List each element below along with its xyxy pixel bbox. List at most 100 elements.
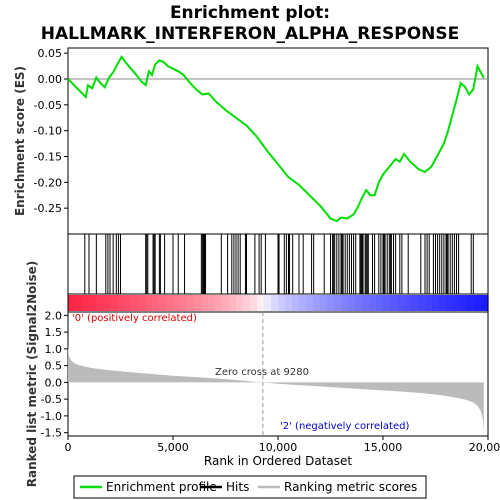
es-y-tick-label: -0.10	[34, 125, 62, 138]
color-bar-segment	[453, 295, 461, 311]
color-bar-segment	[138, 295, 146, 311]
color-bar-segment	[75, 295, 83, 311]
x-tick-label: 5,000	[157, 441, 189, 454]
color-bar-segment	[222, 295, 230, 311]
color-bar-segment	[285, 295, 293, 311]
color-bar-segment	[194, 295, 202, 311]
color-bar-segment	[474, 295, 482, 311]
color-bar-segment	[257, 295, 265, 311]
color-bar-segment	[390, 295, 398, 311]
color-bar-segment	[68, 295, 76, 311]
color-bar-segment	[131, 295, 139, 311]
color-bar-segment	[313, 295, 321, 311]
metric-y-tick-label: 0.5	[45, 360, 63, 373]
es-y-tick-label: -0.20	[34, 176, 62, 189]
color-bar-segment	[334, 295, 342, 311]
color-bar-segment	[152, 295, 160, 311]
color-bar-segment	[327, 295, 335, 311]
color-bar-segment	[397, 295, 405, 311]
color-bar-segment	[383, 295, 391, 311]
es-y-tick-label: 0.05	[38, 47, 63, 60]
color-bar-segment	[376, 295, 384, 311]
color-bar-segment	[404, 295, 412, 311]
color-bar-segment	[159, 295, 167, 311]
metric-panel-frame	[67, 311, 489, 437]
color-bar-segment	[278, 295, 286, 311]
color-bar-segment	[82, 295, 90, 311]
color-bar-segment	[166, 295, 174, 311]
color-bar-segment	[432, 295, 440, 311]
color-bar-segment	[201, 295, 209, 311]
x-tick-label: 0	[65, 441, 72, 454]
legend-box	[73, 475, 427, 499]
zero-cross-label: Zero cross at 9280	[215, 367, 309, 378]
color-bar-segment	[173, 295, 181, 311]
metric-y-tick-label: 0.0	[45, 376, 63, 389]
color-bar-segment	[117, 295, 125, 311]
es-y-axis-label: Enrichment score (ES)	[13, 66, 27, 216]
color-bar-segment	[187, 295, 195, 311]
color-bar-segment	[236, 295, 244, 311]
negative-correlation-label: '2' (negatively correlated)	[280, 421, 409, 432]
chart-title-line1: Enrichment plot:	[170, 3, 330, 23]
color-bar-segment	[243, 295, 251, 311]
color-bar-segment	[299, 295, 307, 311]
positive-correlation-label: '0' (positively correlated)	[72, 313, 197, 324]
color-bar-segment	[439, 295, 447, 311]
metric-y-tick-label: 1.5	[45, 326, 63, 339]
color-bar-segment	[460, 295, 468, 311]
x-tick-label: 20,000	[469, 441, 500, 454]
legend: Enrichment profile Hits Ranking metric sco…	[80, 480, 417, 494]
enrichment-profile-line	[67, 54, 485, 223]
color-bar-segment	[418, 295, 426, 311]
color-bar-segment	[264, 295, 272, 311]
color-bar-segment	[481, 295, 489, 311]
es-y-tick-label: -0.05	[34, 99, 62, 112]
es-y-tick-label: -0.25	[34, 202, 62, 215]
metric-y-tick-label: -0.5	[41, 393, 62, 406]
es-y-tick-label: 0.00	[38, 73, 63, 86]
color-bar-segment	[362, 295, 370, 311]
color-bar-segment	[103, 295, 111, 311]
color-bar-segment	[250, 295, 258, 311]
legend-label: Ranking metric scores	[284, 480, 417, 494]
x-ticks: 0 5,000 10,000 15,000 20,000	[65, 436, 500, 454]
es-y-ticks: 0.05 0.00 -0.05 -0.10 -0.15 -0.20 -0.25	[34, 47, 68, 215]
color-bar-segment	[446, 295, 454, 311]
color-bar-segment	[124, 295, 132, 311]
color-bar-segment	[292, 295, 300, 311]
color-bar-segment	[180, 295, 188, 311]
metric-y-tick-label: -1.5	[41, 427, 62, 440]
metric-y-ticks: 2.0 1.5 1.0 0.5 0.0 -0.5 -1.0 -1.5	[41, 309, 68, 440]
legend-label: Enrichment profile	[106, 480, 217, 494]
color-bar-segment	[145, 295, 153, 311]
x-tick-label: 15,000	[364, 441, 403, 454]
legend-label: Hits	[226, 480, 249, 494]
metric-y-tick-label: 1.0	[45, 343, 63, 356]
x-tick-label: 10,000	[259, 441, 298, 454]
x-axis-label: Rank in Ordered Dataset	[204, 454, 352, 468]
hits-marks	[84, 234, 474, 294]
ranking-metric-area	[68, 345, 484, 431]
es-panel-frame	[67, 47, 489, 235]
color-bar-segment	[355, 295, 363, 311]
es-y-tick-label: -0.15	[34, 151, 62, 164]
color-bar-segment	[320, 295, 328, 311]
color-bar-segment	[208, 295, 216, 311]
color-bar-segment	[411, 295, 419, 311]
color-bar-segment	[341, 295, 349, 311]
color-bar-segment	[271, 295, 279, 311]
color-bar-segment	[369, 295, 377, 311]
color-bar-segment	[467, 295, 475, 311]
color-bar-segment	[110, 295, 118, 311]
color-bar-segment	[89, 295, 97, 311]
metric-y-tick-label: -1.0	[41, 410, 62, 423]
color-bar-segment	[215, 295, 223, 311]
color-bar-segment	[348, 295, 356, 311]
metric-y-tick-label: 2.0	[45, 309, 63, 322]
metric-y-axis-label: Ranked list metric (Signal2Noise)	[25, 261, 39, 488]
color-bar-segment	[425, 295, 433, 311]
ranking-color-bar	[68, 295, 489, 311]
chart-title-line2: HALLMARK_INTERFERON_ALPHA_RESPONSE	[41, 24, 460, 44]
